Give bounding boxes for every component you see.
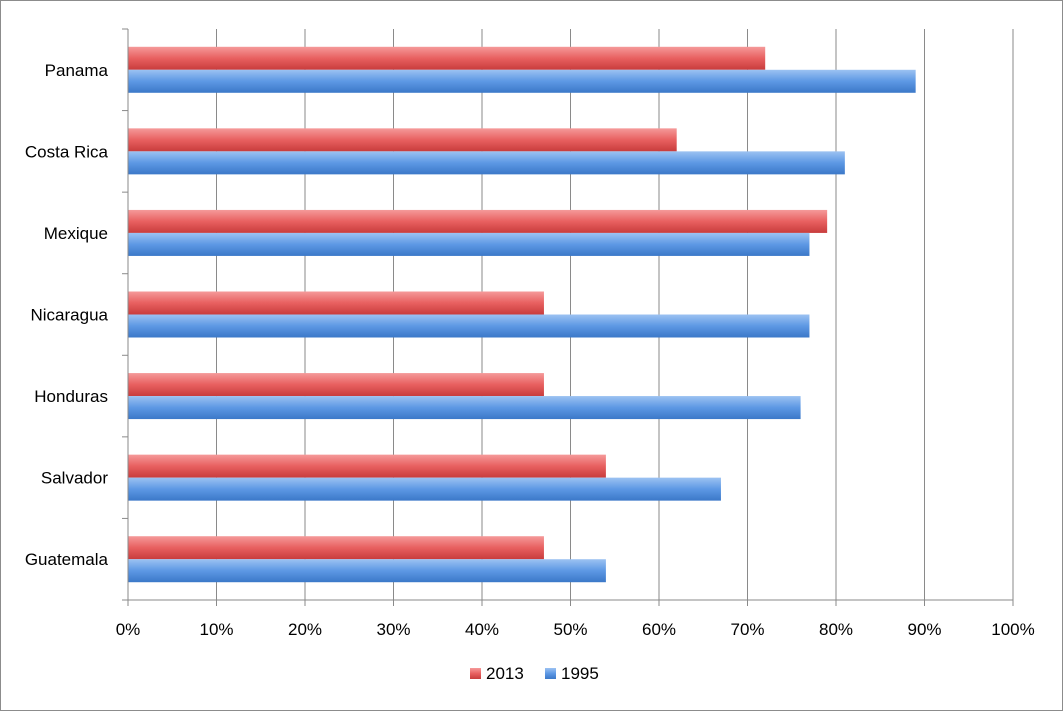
bar-2013-honduras bbox=[128, 373, 544, 397]
x-tick-label: 50% bbox=[553, 620, 587, 639]
axes bbox=[122, 28, 1014, 606]
bar-1995-nicaragua bbox=[128, 314, 810, 338]
category-label: Guatemala bbox=[25, 550, 109, 569]
x-tick-label: 30% bbox=[376, 620, 410, 639]
x-tick-label: 20% bbox=[288, 620, 322, 639]
bar-2013-nicaragua bbox=[128, 291, 544, 315]
x-tick-label: 100% bbox=[991, 620, 1034, 639]
legend-swatch-2013 bbox=[470, 668, 481, 679]
x-tick-label: 60% bbox=[642, 620, 676, 639]
x-tick-label: 90% bbox=[907, 620, 941, 639]
legend-label-2013: 2013 bbox=[486, 664, 524, 683]
bar-2013-guatemala bbox=[128, 536, 544, 560]
category-label: Honduras bbox=[34, 387, 108, 406]
category-label: Mexique bbox=[44, 224, 108, 243]
x-tick-label: 70% bbox=[730, 620, 764, 639]
bar-2013-salvador bbox=[128, 454, 606, 478]
bar-1995-mexique bbox=[128, 232, 810, 256]
category-label: Salvador bbox=[41, 469, 108, 488]
category-label: Nicaragua bbox=[31, 306, 109, 325]
labels: 0% 10% 20% 30% 40% 50% 60% 70% 80% 90% 100% Guatema… bbox=[25, 61, 1035, 639]
legend-swatch-1995 bbox=[545, 668, 556, 679]
bar-1995-guatemala bbox=[128, 559, 606, 583]
legend-label-1995: 1995 bbox=[561, 664, 599, 683]
x-tick-label: 0% bbox=[116, 620, 141, 639]
category-label: Costa Rica bbox=[25, 142, 109, 161]
bar-1995-costa-rica bbox=[128, 151, 845, 175]
bar-1995-panama bbox=[128, 69, 916, 93]
bar-2013-costa-rica bbox=[128, 128, 677, 152]
x-tick-label: 80% bbox=[819, 620, 853, 639]
x-tick-label: 10% bbox=[199, 620, 233, 639]
bar-1995-honduras bbox=[128, 396, 801, 420]
legend: 2013 1995 bbox=[470, 664, 599, 683]
bar-2013-mexique bbox=[128, 209, 828, 233]
bars bbox=[128, 46, 916, 583]
bar-1995-salvador bbox=[128, 477, 721, 501]
x-tick-label: 40% bbox=[465, 620, 499, 639]
bar-2013-panama bbox=[128, 46, 766, 70]
category-label: Panama bbox=[45, 61, 109, 80]
